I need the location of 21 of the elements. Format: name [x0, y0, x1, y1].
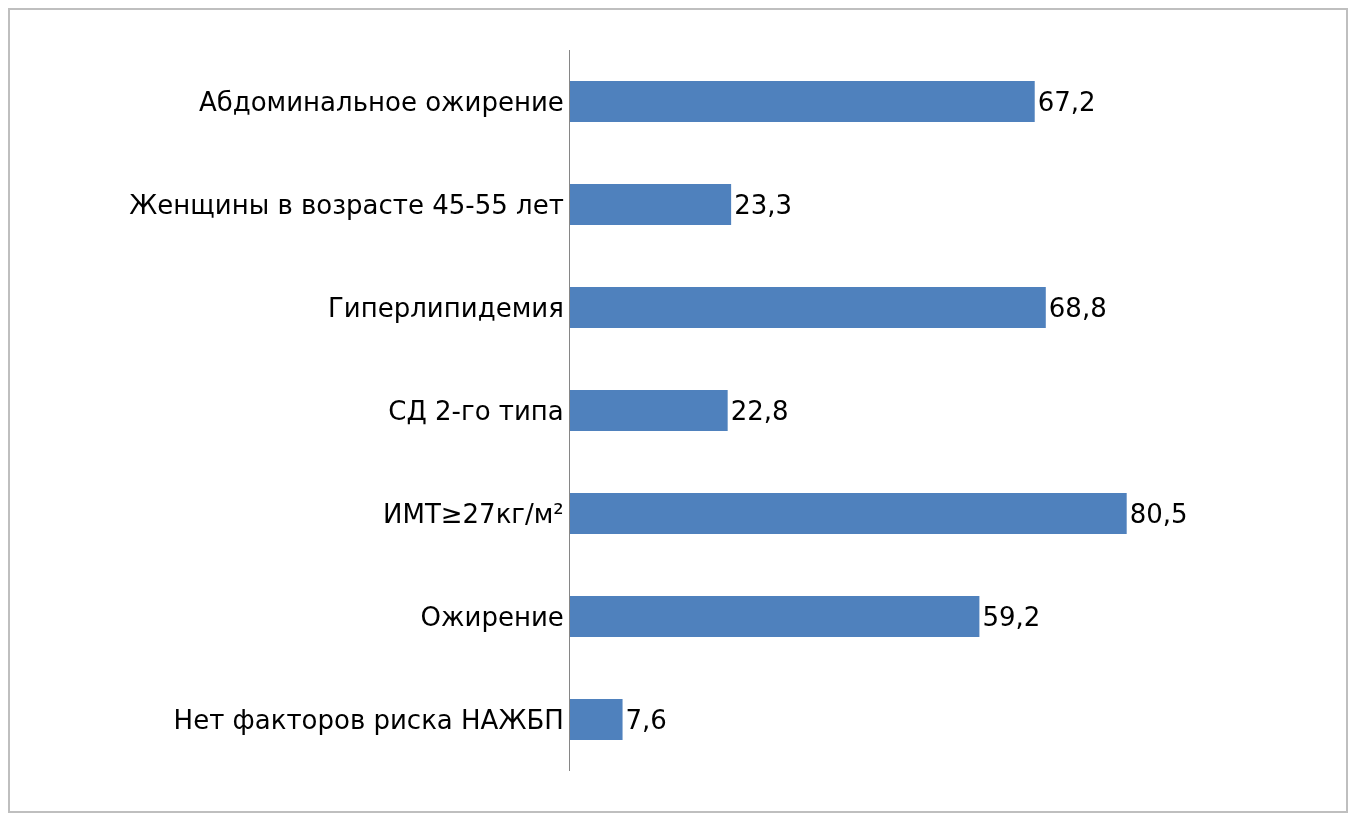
- data-label: 23,3: [734, 189, 793, 220]
- bar: [570, 389, 728, 432]
- data-label: 80,5: [1129, 498, 1188, 529]
- y-tick-label: Женщины в возрасте 45-55 лет: [129, 189, 564, 220]
- y-tick-label: ИМТ≥27кг/м²: [383, 498, 564, 529]
- y-tick-label: Нет факторов риска НАЖБП: [173, 704, 564, 735]
- y-tick-label: Гиперлипидемия: [328, 292, 564, 323]
- bar: [570, 286, 1046, 329]
- y-tick-label: Абдоминальное ожирение: [198, 86, 564, 117]
- bar: [570, 595, 980, 638]
- data-label: 67,2: [1037, 86, 1096, 117]
- bar: [570, 183, 732, 226]
- y-tick-label: СД 2-го типа: [388, 395, 564, 426]
- data-label: 22,8: [730, 395, 789, 426]
- bar: [570, 492, 1127, 535]
- y-tick-label: Ожирение: [420, 601, 564, 632]
- data-label: 59,2: [982, 601, 1041, 632]
- bar: [570, 698, 623, 741]
- data-label: 68,8: [1048, 292, 1107, 323]
- data-label: 7,6: [625, 704, 667, 735]
- bar: [570, 80, 1035, 123]
